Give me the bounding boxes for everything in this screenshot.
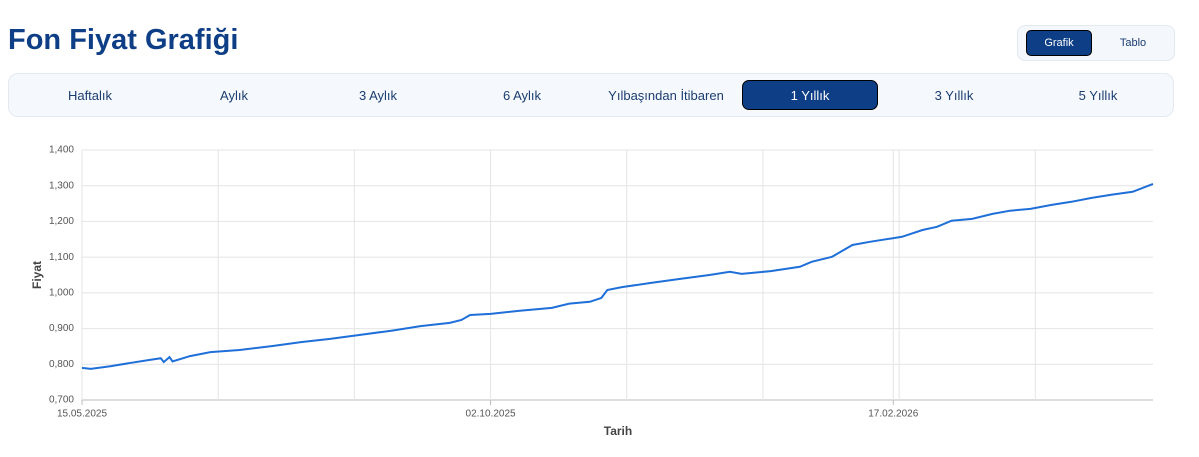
period-tab[interactable]: Haftalık — [22, 80, 158, 110]
grafik-button[interactable]: Grafik — [1026, 30, 1092, 56]
y-tick-label: 0,900 — [49, 323, 74, 334]
period-tab[interactable]: 1 Yıllık — [742, 80, 878, 110]
y-tick-label: 0,800 — [49, 359, 74, 370]
x-tick-label: 17.02.2026 — [868, 409, 918, 420]
x-axis-title: Tarih — [604, 424, 632, 438]
period-tab[interactable]: 6 Aylık — [454, 80, 590, 110]
period-tab[interactable]: Yılbaşından İtibaren — [598, 80, 734, 110]
chart: Tarih Fiyat 0,700 0,800 0,900 1,000 1,100 1,2… — [30, 145, 1154, 438]
y-axis-title: Fiyat — [30, 261, 44, 289]
period-tab[interactable]: 3 Aylık — [310, 80, 446, 110]
x-tick-label: 02.10.2025 — [466, 409, 516, 420]
period-tabs: Haftalık Aylık 3 Aylık 6 Aylık Yılbaşından İ… — [8, 73, 1174, 117]
x-tick-label: 15.05.2025 — [57, 409, 107, 420]
y-tick-label: 1,300 — [49, 180, 74, 191]
price-line — [81, 182, 1154, 370]
y-tick-label: 0,700 — [49, 395, 74, 406]
period-tab[interactable]: 5 Yıllık — [1030, 80, 1166, 110]
period-tab[interactable]: 3 Yıllık — [886, 80, 1022, 110]
y-tick-label: 1,400 — [49, 145, 74, 156]
page-title: Fon Fiyat Grafiği — [8, 24, 239, 56]
y-tick-label: 1,200 — [49, 216, 74, 227]
period-tab[interactable]: Aylık — [166, 80, 302, 110]
y-tick-label: 1,000 — [49, 287, 74, 298]
y-tick-label: 1,100 — [49, 252, 74, 263]
tablo-button[interactable]: Tablo — [1098, 30, 1168, 56]
view-toggle: Grafik Tablo — [1017, 25, 1175, 61]
